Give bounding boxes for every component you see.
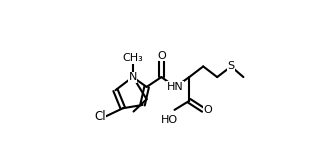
- Text: O: O: [203, 105, 212, 115]
- Text: CH₃: CH₃: [122, 53, 143, 63]
- Text: HN: HN: [167, 82, 184, 92]
- Text: HO: HO: [161, 115, 178, 125]
- Text: N: N: [128, 72, 137, 82]
- Text: Cl: Cl: [94, 110, 106, 123]
- Text: O: O: [157, 51, 166, 61]
- Text: S: S: [227, 62, 235, 71]
